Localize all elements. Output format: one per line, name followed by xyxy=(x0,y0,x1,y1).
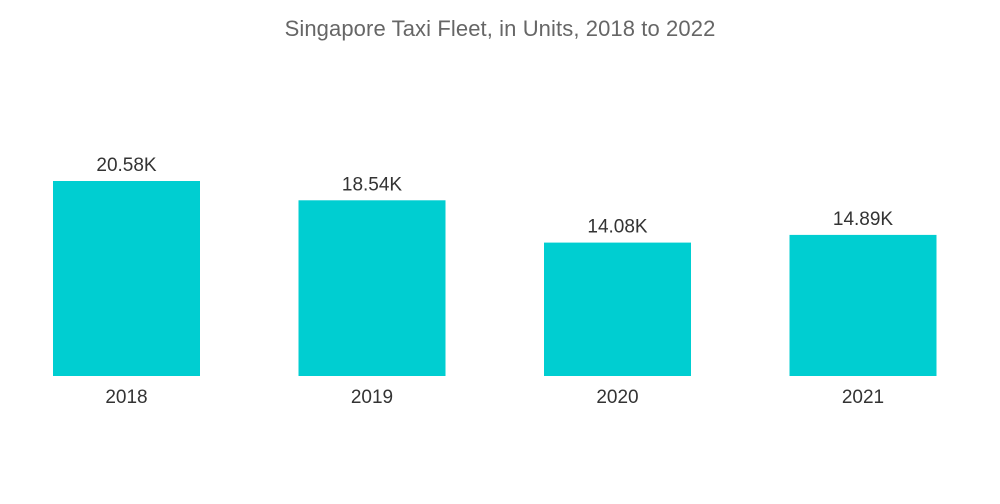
data-label-2019: 18.54K xyxy=(342,174,403,195)
data-label-2021: 14.89K xyxy=(833,209,894,230)
x-tick-2021: 2021 xyxy=(842,387,884,408)
x-tick-2019: 2019 xyxy=(351,387,393,408)
x-axis-tick-labels: 2018 2019 2020 2021 xyxy=(105,387,884,408)
bar-2019 xyxy=(298,200,446,376)
bar-2021 xyxy=(789,234,937,376)
x-tick-2020: 2020 xyxy=(596,387,638,408)
bars-group xyxy=(53,181,937,376)
bar-2018 xyxy=(53,181,200,376)
chart-title: Singapore Taxi Fleet, in Units, 2018 to … xyxy=(284,16,716,41)
data-label-2020: 14.08K xyxy=(587,217,648,238)
data-labels-group: 20.58K 18.54K 14.08K 14.89K xyxy=(96,155,893,238)
bar-2020 xyxy=(544,242,691,376)
data-label-2018: 20.58K xyxy=(96,155,157,176)
x-tick-2018: 2018 xyxy=(105,387,147,408)
